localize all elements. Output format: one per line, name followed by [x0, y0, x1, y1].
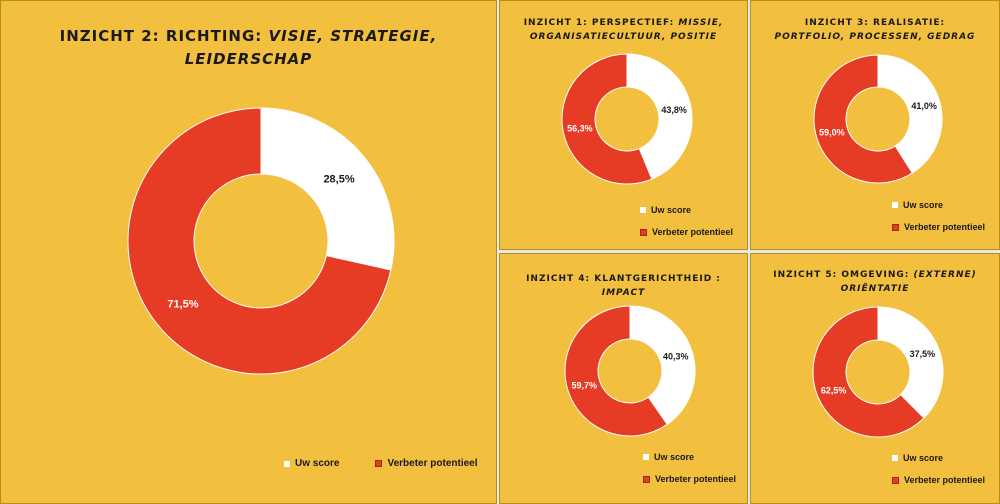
chart-title: INZICHT 5: OMGEVING: (EXTERNE) ORIËNTATI… — [751, 268, 999, 296]
slice-potential — [561, 53, 653, 185]
chart-panel-inzicht-5: 37,5% 62,5% INZICHT 5: OMGEVING: (EXTERNE… — [750, 253, 1000, 504]
chart-legend: Uw score Verbeter potentieel — [284, 458, 478, 469]
slice-score — [629, 305, 696, 425]
legend-swatch-white-icon — [284, 460, 290, 467]
legend-item-potential: Verbeter potentieel — [892, 222, 985, 232]
chart-title-plain: INZICHT 1: PERSPECTIEF: — [523, 18, 675, 28]
donut-chart: 40,3% 59,7% — [564, 305, 696, 437]
legend-label-score: Uw score — [903, 453, 944, 463]
chart-title-plain: INZICHT 4: KLANTGERICHTHEID : — [526, 274, 721, 284]
slice-score — [260, 107, 395, 271]
chart-title-plain: INZICHT 3: REALISATIE: — [804, 18, 946, 28]
chart-legend: Uw score Verbeter potentieel — [892, 200, 985, 232]
slice-potential — [812, 306, 925, 438]
legend-item-potential: Verbeter potentieel — [640, 227, 733, 237]
legend-swatch-red-icon — [892, 476, 899, 484]
data-label-potential: 59,0% — [819, 128, 845, 138]
donut-chart: 41,0% 59,0% — [813, 54, 943, 184]
legend-item-potential: Verbeter potentieel — [643, 474, 736, 484]
chart-panel-inzicht-4: 40,3% 59,7% INZICHT 4: KLANTGERICHTHEID :… — [499, 253, 748, 504]
legend-label-score: Uw score — [903, 200, 944, 210]
data-label-potential: 71,5% — [167, 298, 198, 310]
data-label-potential: 59,7% — [571, 381, 597, 391]
chart-title-italic: PORTFOLIO, PROCESSEN, GEDRAG — [774, 32, 976, 42]
legend-item-score: Uw score — [892, 453, 985, 463]
chart-title-italic: VISIE, STRATEGIE, LEIDERSCHAP — [184, 27, 438, 68]
chart-title: INZICHT 4: KLANTGERICHTHEID : IMPACT — [500, 272, 747, 300]
legend-swatch-white-icon — [643, 454, 649, 460]
chart-title-italic: MISSIE, ORGANISATIECULTUUR, POSITIE — [529, 18, 724, 42]
legend-item-potential: Verbeter potentieel — [375, 458, 478, 469]
chart-legend: Uw score Verbeter potentieel — [892, 453, 985, 485]
chart-title-plain: INZICHT 2: RICHTING: — [59, 27, 263, 45]
legend-swatch-red-icon — [643, 475, 650, 483]
chart-legend: Uw score Verbeter potentieel — [643, 452, 736, 484]
legend-item-score: Uw score — [640, 205, 733, 215]
legend-label-score: Uw score — [654, 452, 695, 462]
slice-potential — [564, 305, 668, 437]
data-label-potential: 62,5% — [821, 386, 847, 396]
legend-label-potential: Verbeter potentieel — [904, 222, 986, 232]
legend-label-score: Uw score — [295, 458, 340, 469]
legend-label-potential: Verbeter potentieel — [655, 474, 737, 484]
legend-item-score: Uw score — [284, 458, 339, 469]
data-label-score: 40,3% — [663, 352, 689, 362]
data-label-score: 28,5% — [323, 173, 354, 185]
chart-panel-inzicht-1: 43,8% 56,3% INZICHT 1: PERSPECTIEF: MISSI… — [499, 0, 748, 250]
slice-potential — [127, 107, 392, 375]
legend-item-score: Uw score — [892, 200, 985, 210]
data-label-potential: 56,3% — [567, 124, 593, 134]
data-label-score: 37,5% — [910, 349, 936, 359]
legend-swatch-white-icon — [892, 455, 898, 461]
donut-chart: 37,5% 62,5% — [812, 306, 944, 438]
chart-legend: Uw score Verbeter potentieel — [640, 205, 733, 237]
legend-label-potential: Verbeter potentieel — [904, 475, 986, 485]
legend-swatch-red-icon — [892, 223, 899, 231]
chart-title-plain: INZICHT 5: OMGEVING: — [773, 270, 910, 280]
legend-swatch-red-icon — [640, 228, 647, 236]
legend-item-score: Uw score — [643, 452, 736, 462]
legend-label-score: Uw score — [651, 205, 692, 215]
slice-score — [877, 306, 944, 419]
legend-item-potential: Verbeter potentieel — [892, 475, 985, 485]
legend-label-potential: Verbeter potentieel — [652, 227, 734, 237]
donut-chart: 43,8% 56,3% — [561, 53, 693, 185]
legend-swatch-white-icon — [640, 207, 646, 213]
slice-score — [626, 53, 693, 180]
chart-title: INZICHT 3: REALISATIE: PORTFOLIO, PROCES… — [751, 16, 999, 44]
legend-swatch-white-icon — [892, 202, 898, 208]
data-label-score: 41,0% — [911, 101, 937, 111]
donut-chart: 28,5% 71,5% — [127, 107, 395, 375]
data-label-score: 43,8% — [661, 105, 687, 115]
chart-panel-inzicht-2: 28,5% 71,5% INZICHT 2: RICHTING: VISIE, S… — [0, 0, 497, 504]
chart-title-italic: IMPACT — [601, 288, 646, 298]
chart-title: INZICHT 1: PERSPECTIEF: MISSIE, ORGANISA… — [500, 16, 747, 44]
slice-potential — [813, 54, 913, 184]
chart-title: INZICHT 2: RICHTING: VISIE, STRATEGIE, L… — [1, 25, 496, 71]
chart-title-italic: (EXTERNE) ORIËNTATIE — [840, 270, 977, 294]
legend-swatch-red-icon — [375, 460, 383, 467]
legend-label-potential: Verbeter potentieel — [387, 458, 478, 469]
slice-score — [877, 54, 943, 174]
chart-panel-inzicht-3: 41,0% 59,0% INZICHT 3: REALISATIE: PORTFO… — [750, 0, 1000, 250]
